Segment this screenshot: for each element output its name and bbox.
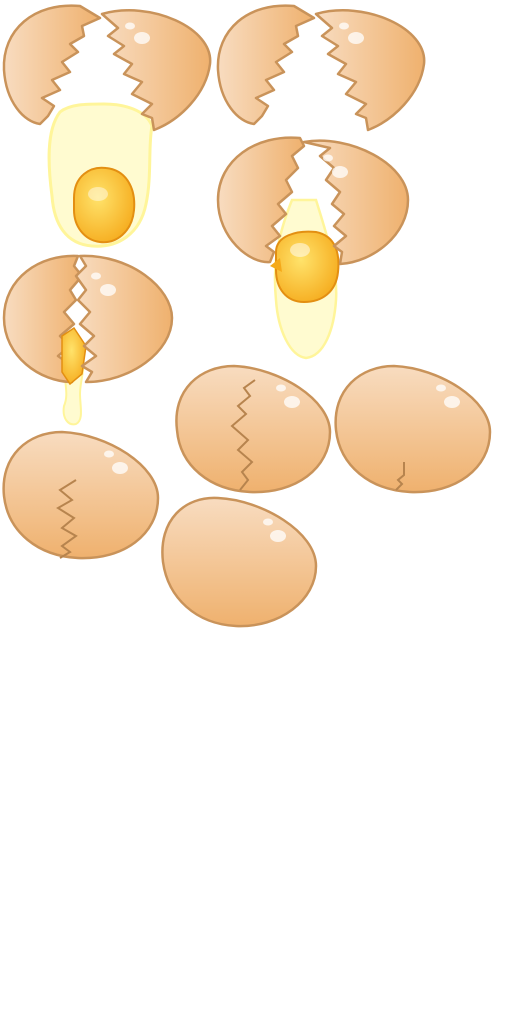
egg-split-empty xyxy=(216,4,426,132)
egg-crack-large xyxy=(2,430,160,560)
egg-crack-small xyxy=(334,364,492,494)
egg-crack-medium xyxy=(175,364,332,494)
egg-whole xyxy=(161,496,318,628)
egg-split-open xyxy=(2,4,212,248)
egg-split-dripping xyxy=(216,136,410,360)
egg-split-start xyxy=(2,254,174,426)
